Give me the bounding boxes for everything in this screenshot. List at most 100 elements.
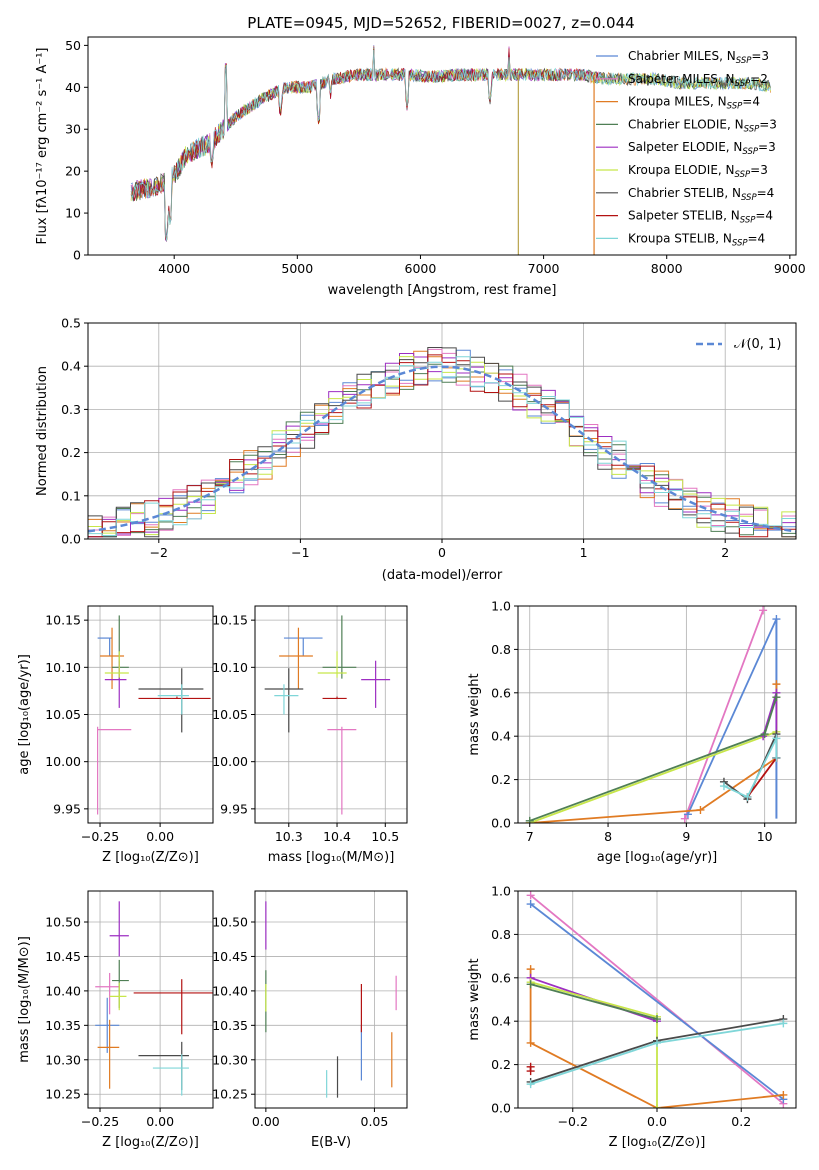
weight-line-kroupa-elodie [529, 697, 778, 823]
normal-curve-legend-label: 𝒩(0, 1) [734, 337, 781, 352]
histogram-ytick-label: 0.1 [61, 488, 81, 503]
panel-axes-frame [87, 890, 214, 1109]
weight-marker-kroupa-stelib [719, 782, 728, 791]
panel-ytick-label: 1.0 [491, 884, 511, 899]
histogram-step-salpeter-stelib [88, 354, 796, 538]
panel-xlabel: mass [log₁₀(M/M⊙)] [268, 850, 395, 865]
spectrum-xtick-label: 7000 [528, 261, 560, 276]
panel-xtick-label: 10.5 [371, 829, 399, 844]
panel-xtick-label: 10.4 [323, 829, 351, 844]
spectrum-ytick-label: 30 [65, 122, 81, 137]
weight-marker-kroupa-stelib [772, 734, 781, 743]
panel-ytick-label: 10.45 [45, 949, 81, 964]
weight-line-salpeter-stelib [746, 757, 778, 798]
panel-xtick-label: 0.05 [361, 1114, 389, 1129]
panel-ytick-label: 0.2 [491, 1057, 511, 1072]
panel-xtick-label: 0.0 [647, 1114, 667, 1129]
spectrum-title: PLATE=0945, MJD=52652, FIBERID=0027, z=0… [247, 14, 634, 32]
weight-line-chabrier-elodie [529, 696, 778, 822]
panel-ytick-label: 0.8 [491, 642, 511, 657]
panel-ytick-label: 0.6 [491, 685, 511, 700]
panel-ylabel: mass weight [467, 958, 482, 1040]
histogram-ytick-label: 0.5 [61, 316, 81, 331]
spectrum-ytick-label: 50 [65, 38, 81, 53]
panel-ytick-label: 9.95 [220, 801, 248, 816]
legend-label-salpeter-stelib: Salpeter STELIB, NSSP=4 [628, 209, 773, 226]
spectrum-ytick-label: 0 [73, 248, 81, 263]
spectrum-plot-area [130, 44, 771, 255]
panel-ytick-label: 10.25 [45, 1087, 81, 1102]
weight-marker-salpeter-stelib [526, 1067, 535, 1076]
panel-ytick-label: 10.40 [45, 983, 81, 998]
panel-ylabel: age [log₁₀(age/yr)] [17, 654, 32, 775]
panel-ytick-label: 10.30 [45, 1052, 81, 1067]
histogram-step-salpeter-miles [88, 348, 796, 536]
histogram-xlabel: (data-model)/error [382, 568, 503, 583]
panel-ytick-label: 9.95 [53, 801, 81, 816]
panel-ytick-label: 10.30 [212, 1052, 248, 1067]
weight-marker-chabrier-elodie [525, 816, 534, 823]
weight-line-salpeter-miles [683, 609, 764, 820]
normal-curve [87, 365, 797, 533]
panel-xtick-label: −0.2 [558, 1114, 588, 1129]
spectrum-ytick-label: 40 [65, 80, 81, 95]
panel-ytick-label: 0.4 [491, 1014, 511, 1029]
spectrum-ytick-label: 10 [65, 206, 81, 221]
age-vs-metallicity-panel: −0.25 0.00 9.95 10.00 10.05 10.10 10.15 Z [log₁… [17, 605, 214, 865]
spectrum-xlabel: wavelength [Angstrom, rest frame] [328, 283, 557, 298]
weight-marker-kroupa-miles [772, 680, 781, 689]
panel-ytick-label: 10.05 [45, 707, 81, 722]
spectrum-xtick-label: 5000 [281, 261, 313, 276]
histogram-xtick-label: 2 [721, 545, 729, 560]
panel-xlabel: E(B-V) [311, 1135, 351, 1150]
weight-marker-kroupa-stelib [779, 1019, 788, 1028]
panel-xlabel: age [log₁₀(age/yr)] [597, 850, 718, 865]
panel-xtick-label: 0.00 [146, 1114, 174, 1129]
panel-ytick-label: 0.0 [491, 1101, 511, 1116]
panel-ytick-label: 10.35 [212, 1018, 248, 1033]
mass-vs-metallicity-panel: −0.25 0.00 10.25 10.30 10.35 10.40 10.45 10.50 Z… [17, 890, 214, 1150]
histogram-ticks: −2 −1 0 1 2 0.0 0.1 0.2 0.3 0.4 0.5 [61, 316, 729, 561]
spectrum-ytick-label: 20 [65, 164, 81, 179]
spectrum-line-kroupa-stelib [130, 49, 771, 241]
legend-label-kroupa-miles: Kroupa MILES, NSSP=4 [628, 95, 760, 112]
weight-line-chabrier-elodie [530, 983, 658, 1020]
panel-marks [97, 615, 211, 815]
panel-ytick-label: 10.15 [212, 613, 248, 628]
weight-line-kroupa-miles [529, 684, 778, 823]
weight-marker-chabrier-elodie [526, 980, 535, 989]
panel-marks [526, 891, 788, 1108]
spectrum-ticks: 4000 5000 6000 7000 8000 9000 0 10 20 30 40 50 [65, 38, 806, 276]
panel-ytick-label: 10.00 [45, 754, 81, 769]
weight-marker-chabrier-elodie [772, 693, 781, 702]
legend-label-chabrier-miles: Chabrier MILES, NSSP=3 [628, 49, 769, 66]
legend-label-salpeter-miles: Salpeter MILES, NSSP=2 [628, 72, 768, 89]
panel-marks [264, 615, 391, 815]
spectrum-panel: PLATE=0945, MJD=52652, FIBERID=0027, z=0… [35, 14, 806, 298]
histogram-xtick-label: 1 [580, 545, 588, 560]
legend-label-kroupa-elodie: Kroupa ELODIE, NSSP=3 [628, 163, 768, 180]
legend-label-chabrier-stelib: Chabrier STELIB, NSSP=4 [628, 186, 774, 203]
histogram-ytick-label: 0.4 [61, 359, 81, 374]
histogram-legend: 𝒩(0, 1) [696, 337, 781, 352]
panel-ytick-label: 10.50 [45, 915, 81, 930]
histogram-step-chabrier-stelib [88, 347, 796, 538]
panel-marks [265, 901, 397, 1098]
panel-ytick-label: 10.35 [45, 1018, 81, 1033]
panel-ytick-label: 0.8 [491, 927, 511, 942]
weight-marker-chabrier-miles [772, 615, 781, 624]
spectrum-ylabel: Flux [fλ10⁻¹⁷ erg cm⁻² s⁻¹ A⁻¹] [35, 48, 50, 245]
panel-ytick-label: 1.0 [491, 599, 511, 614]
panel-ytick-label: 10.05 [212, 707, 248, 722]
panel-ytick-label: 0.0 [491, 816, 511, 831]
panel-ytick-label: 10.15 [45, 613, 81, 628]
panel-ylabel: mass weight [467, 673, 482, 755]
spectrum-legend: Chabrier MILES, NSSP=3 Salpeter MILES, NS… [596, 49, 777, 248]
weight-marker-kroupa-miles [526, 1038, 535, 1047]
legend-label-kroupa-stelib: Kroupa STELIB, NSSP=4 [628, 231, 765, 248]
histogram-ytick-label: 0.3 [61, 402, 81, 417]
weight-marker-chabrier-elodie [760, 730, 769, 739]
panel-xtick-label: 7 [526, 829, 534, 844]
panel-xtick-label: 9 [682, 829, 690, 844]
weight-line-kroupa-stelib [723, 738, 778, 799]
